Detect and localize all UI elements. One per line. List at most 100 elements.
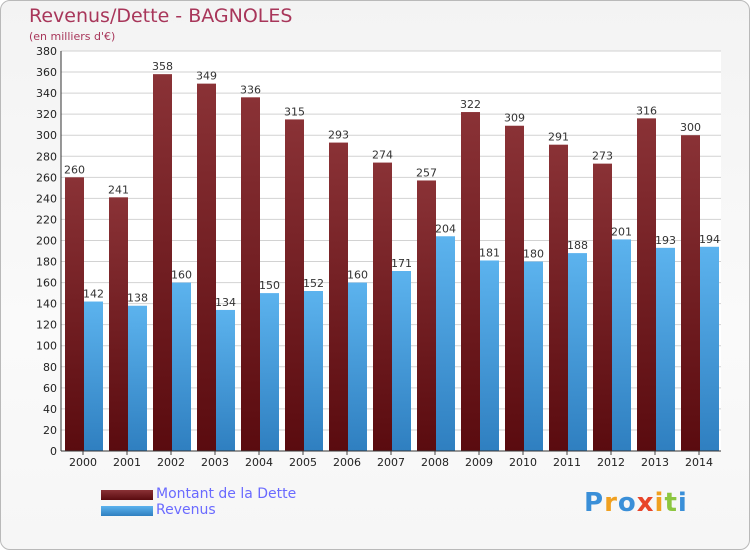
y-tick-label: 20 — [43, 424, 57, 437]
data-label-dette: 358 — [152, 60, 173, 73]
y-tick-label: 360 — [36, 66, 57, 79]
proxiti-logo: Proxiti — [584, 488, 688, 518]
legend-label-dette: Montant de la Dette — [156, 486, 297, 502]
bar-revenus — [128, 305, 147, 451]
bar-dette — [505, 125, 524, 451]
bar-dette — [153, 74, 172, 451]
y-tick-label: 380 — [36, 45, 57, 58]
data-label-dette: 349 — [196, 70, 217, 83]
x-tick-label: 2003 — [201, 456, 229, 469]
y-tick-label: 300 — [36, 129, 57, 142]
x-tick-label: 2010 — [509, 456, 537, 469]
data-label-dette: 257 — [416, 166, 437, 179]
bar-revenus — [524, 261, 543, 451]
data-label-revenus: 180 — [523, 248, 544, 261]
data-label-revenus: 193 — [655, 234, 676, 247]
bar-dette — [593, 163, 612, 451]
x-tick-label: 2012 — [597, 456, 625, 469]
y-tick-label: 260 — [36, 171, 57, 184]
y-tick-label: 320 — [36, 108, 57, 121]
y-tick-label: 340 — [36, 87, 57, 100]
data-label-revenus: 150 — [259, 279, 280, 292]
y-tick-label: 100 — [36, 340, 57, 353]
chart-title: Revenus/Dette - BAGNOLES — [29, 5, 293, 27]
data-label-revenus: 171 — [391, 257, 412, 270]
data-label-dette: 273 — [592, 150, 613, 163]
x-tick-label: 2011 — [553, 456, 581, 469]
y-tick-label: 60 — [43, 382, 57, 395]
bar-dette — [681, 135, 700, 452]
bar-revenus — [656, 247, 675, 451]
data-label-dette: 260 — [64, 163, 85, 176]
x-tick-label: 2009 — [465, 456, 493, 469]
x-tick-label: 2005 — [289, 456, 317, 469]
x-tick-label: 2004 — [245, 456, 273, 469]
data-label-dette: 293 — [328, 129, 349, 142]
x-tick-label: 2002 — [157, 456, 185, 469]
y-tick-label: 180 — [36, 256, 57, 269]
x-tick-label: 2006 — [333, 456, 361, 469]
x-tick-label: 2007 — [377, 456, 405, 469]
data-label-revenus: 181 — [479, 246, 500, 259]
bar-revenus — [84, 301, 103, 451]
legend-swatch-dette — [101, 490, 153, 500]
data-label-revenus: 134 — [215, 296, 236, 309]
legend-swatch-revenus — [101, 506, 153, 516]
bar-dette — [461, 112, 480, 451]
data-label-dette: 241 — [108, 183, 129, 196]
bar-dette — [241, 97, 260, 451]
data-label-dette: 336 — [240, 83, 261, 96]
bar-revenus — [260, 293, 279, 451]
y-tick-label: 200 — [36, 234, 57, 247]
data-label-revenus: 194 — [699, 233, 720, 246]
bar-revenus — [304, 291, 323, 451]
bar-revenus — [216, 309, 235, 451]
data-label-revenus: 160 — [171, 269, 192, 282]
data-label-dette: 291 — [548, 131, 569, 144]
bar-revenus — [172, 282, 191, 451]
data-label-dette: 322 — [460, 98, 481, 111]
data-label-dette: 274 — [372, 149, 393, 162]
y-tick-label: 120 — [36, 319, 57, 332]
y-tick-label: 160 — [36, 277, 57, 290]
y-tick-label: 140 — [36, 298, 57, 311]
data-label-dette: 309 — [504, 112, 525, 125]
x-tick-label: 2001 — [113, 456, 141, 469]
bar-dette — [285, 119, 304, 451]
y-tick-label: 80 — [43, 361, 57, 374]
x-tick-label: 2014 — [685, 456, 713, 469]
bar-dette — [109, 197, 128, 451]
bar-revenus — [480, 260, 499, 451]
y-tick-label: 280 — [36, 150, 57, 163]
x-tick-label: 2008 — [421, 456, 449, 469]
data-label-revenus: 188 — [567, 239, 588, 252]
y-tick-label: 0 — [50, 445, 57, 458]
y-tick-label: 240 — [36, 192, 57, 205]
bar-dette — [417, 180, 436, 451]
data-label-revenus: 204 — [435, 222, 456, 235]
data-label-revenus: 138 — [127, 292, 148, 305]
bar-revenus — [392, 271, 411, 451]
bar-revenus — [568, 253, 587, 451]
bar-dette — [637, 118, 656, 452]
bar-dette — [329, 142, 348, 451]
data-label-dette: 300 — [680, 121, 701, 134]
data-label-dette: 315 — [284, 105, 305, 118]
bar-dette — [197, 83, 216, 451]
bar-revenus — [436, 236, 455, 451]
bar-revenus — [348, 282, 367, 451]
x-tick-label: 2000 — [69, 456, 97, 469]
bar-dette — [373, 162, 392, 451]
data-label-revenus: 160 — [347, 269, 368, 282]
data-label-dette: 316 — [636, 104, 657, 117]
y-tick-label: 220 — [36, 213, 57, 226]
data-label-revenus: 152 — [303, 277, 324, 290]
bar-revenus — [700, 246, 719, 451]
chart-subtitle: (en milliers d'€) — [29, 30, 116, 43]
bar-revenus — [612, 239, 631, 451]
x-tick-label: 2013 — [641, 456, 669, 469]
bar-dette — [65, 177, 84, 451]
legend-label-revenus: Revenus — [156, 502, 216, 518]
